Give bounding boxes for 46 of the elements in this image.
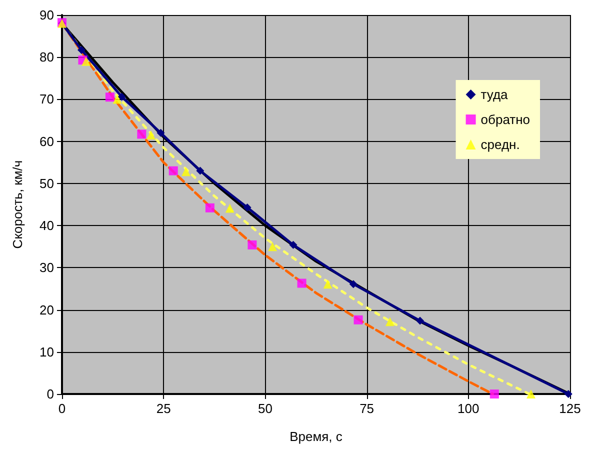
point	[78, 46, 86, 54]
point	[490, 390, 499, 398]
point	[297, 278, 306, 288]
y-tick-label: 20	[40, 302, 54, 318]
x-axis-title: Время, с	[290, 429, 343, 444]
point	[105, 92, 114, 102]
x-tick-label: 75	[360, 401, 374, 416]
point	[416, 316, 424, 325]
y-tick-label: 90	[40, 8, 54, 22]
legend-label: обратно	[480, 112, 530, 127]
legend-label: средн.	[480, 137, 520, 152]
point	[268, 242, 278, 252]
point	[526, 390, 536, 398]
point	[168, 166, 178, 176]
y-tick-label: 80	[40, 50, 54, 65]
point	[118, 92, 126, 101]
point	[354, 315, 363, 324]
y-tick-label: 40	[40, 218, 54, 234]
x-tick-label: 0	[58, 401, 66, 416]
x-tick-label: 25	[156, 401, 171, 416]
point	[225, 204, 234, 213]
point	[181, 167, 190, 176]
point	[248, 240, 257, 250]
y-tick-label: 10	[40, 344, 54, 360]
y-tick-label: 70	[40, 92, 54, 107]
point	[243, 203, 252, 212]
point	[156, 128, 165, 137]
legend-label: туда	[480, 87, 509, 102]
point	[205, 203, 214, 212]
x-tick-label: 100	[458, 401, 480, 416]
point	[137, 130, 146, 139]
point	[385, 317, 394, 326]
point	[81, 56, 90, 66]
point	[196, 166, 204, 175]
y-tick-label: 60	[40, 134, 54, 149]
y-tick-label: 50	[40, 176, 54, 191]
point	[112, 94, 122, 104]
point	[349, 280, 358, 288]
y-tick-label: 30	[40, 260, 54, 276]
point	[289, 240, 298, 249]
y-axis-title: Скорость, км/ч	[10, 160, 25, 249]
x-tick-label: 125	[559, 401, 581, 416]
point	[146, 130, 156, 140]
x-tick-label: 50	[258, 401, 272, 416]
point	[323, 280, 332, 289]
y-tick-label: 0	[46, 386, 54, 402]
